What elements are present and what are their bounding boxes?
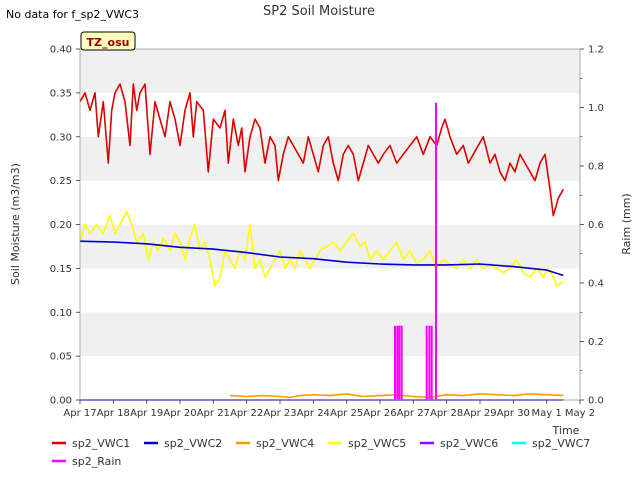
grid-band (80, 356, 580, 400)
y-tick-label: 0.05 (50, 352, 72, 363)
tz-badge: TZ_osu (80, 31, 136, 51)
y-tick-label: 0.40 (50, 45, 72, 56)
tz-badge-label: TZ_osu (87, 36, 130, 49)
x-axis: Apr 17 Apr 18 Apr 19 Apr 20 Apr 21 Apr 22 Apr … (63, 400, 595, 419)
y2-tick-label: 0.4 (588, 279, 604, 290)
x-tick-label: Apr 24 (297, 408, 330, 419)
x-tick-label: Apr 21 (197, 408, 230, 419)
sp2-vwc5-line (79, 210, 564, 287)
y2-tick-label: 0.2 (588, 337, 604, 348)
x-tick-label: Apr 17 (63, 408, 96, 419)
y-tick-label: 0.10 (50, 308, 72, 319)
legend-label: sp2_Rain (72, 455, 121, 468)
grid-band (80, 49, 580, 93)
chart-title: SP2 Soil Moisture (263, 4, 375, 19)
legend-item-sp2-vwc1: sp2_VWC1 (52, 437, 130, 450)
x-tick-label: Apr 18 (97, 408, 130, 419)
y2-tick-label: 0.8 (588, 162, 604, 173)
y-tick-label: 0.35 (50, 88, 72, 99)
y-axis: 0.00 0.05 0.10 0.15 0.20 0.25 0.30 0.35 0.40 (50, 45, 80, 407)
legend-item-sp2-rain: sp2_Rain (52, 455, 121, 468)
sp2-rain-bars (394, 102, 437, 400)
x-tick-label: Apr 30 (497, 408, 530, 419)
legend-label: sp2_VWC6 (440, 437, 498, 450)
y2-axis: 0.0 0.2 0.4 0.6 0.8 1.0 1.2 (580, 45, 604, 407)
legend-label: sp2_VWC1 (72, 437, 130, 450)
sp2-vwc2-line (79, 240, 564, 277)
y-tick-label: 0.30 (50, 132, 72, 143)
legend-label: sp2_VWC7 (532, 437, 590, 450)
sp2-vwc1-line (79, 83, 564, 217)
legend-item-sp2-vwc5: sp2_VWC5 (328, 437, 406, 450)
legend-label: sp2_VWC5 (348, 437, 406, 450)
tz-badge-box (80, 31, 136, 51)
y-tick-label: 0.25 (50, 176, 72, 187)
grid-band (80, 268, 580, 313)
legend-item-sp2-vwc4: sp2_VWC4 (236, 437, 314, 450)
x-tick-label: Apr 22 (230, 408, 263, 419)
grid-band (80, 180, 580, 225)
legend-label: sp2_VWC4 (256, 437, 314, 450)
y2-tick-label: 1.0 (588, 103, 604, 114)
y-axis-label: Soil Moisture (m3/m3) (9, 163, 22, 285)
x-axis-label: Time (552, 424, 580, 437)
x-tick-label: Apr 20 (163, 408, 196, 419)
y2-tick-label: 0.0 (588, 396, 604, 407)
y-tick-label: 0.20 (50, 220, 72, 231)
y-tick-label: 0.00 (50, 396, 72, 407)
x-tick-label: Apr 28 (430, 408, 463, 419)
y2-tick-label: 0.6 (588, 220, 604, 231)
legend-label: sp2_VWC2 (164, 437, 222, 450)
x-tick-label: Apr 27 (397, 408, 430, 419)
x-tick-label: May 1 (532, 408, 562, 419)
y2-tick-label: 1.2 (588, 45, 604, 56)
grid-band (80, 312, 580, 357)
x-tick-label: Apr 26 (363, 408, 396, 419)
x-tick-label: May 2 (565, 408, 595, 419)
no-data-note: No data for f_sp2_VWC3 (6, 8, 139, 21)
legend: sp2_VWC1 sp2_VWC2 sp2_VWC4 sp2_VWC5 sp2_VWC6… (52, 437, 590, 468)
x-tick-label: Apr 29 (463, 408, 496, 419)
grid-band (80, 92, 580, 137)
sp2-vwc4-line (229, 393, 564, 399)
legend-item-sp2-vwc6: sp2_VWC6 (420, 437, 498, 450)
x-tick-label: Apr 19 (130, 408, 163, 419)
x-tick-label: Apr 23 (263, 408, 296, 419)
y2-axis-label: Raim (mm) (620, 193, 633, 254)
y-tick-label: 0.15 (50, 264, 72, 275)
x-tick-label: Apr 25 (330, 408, 363, 419)
legend-item-sp2-vwc7: sp2_VWC7 (512, 437, 590, 450)
legend-item-sp2-vwc2: sp2_VWC2 (144, 437, 222, 450)
